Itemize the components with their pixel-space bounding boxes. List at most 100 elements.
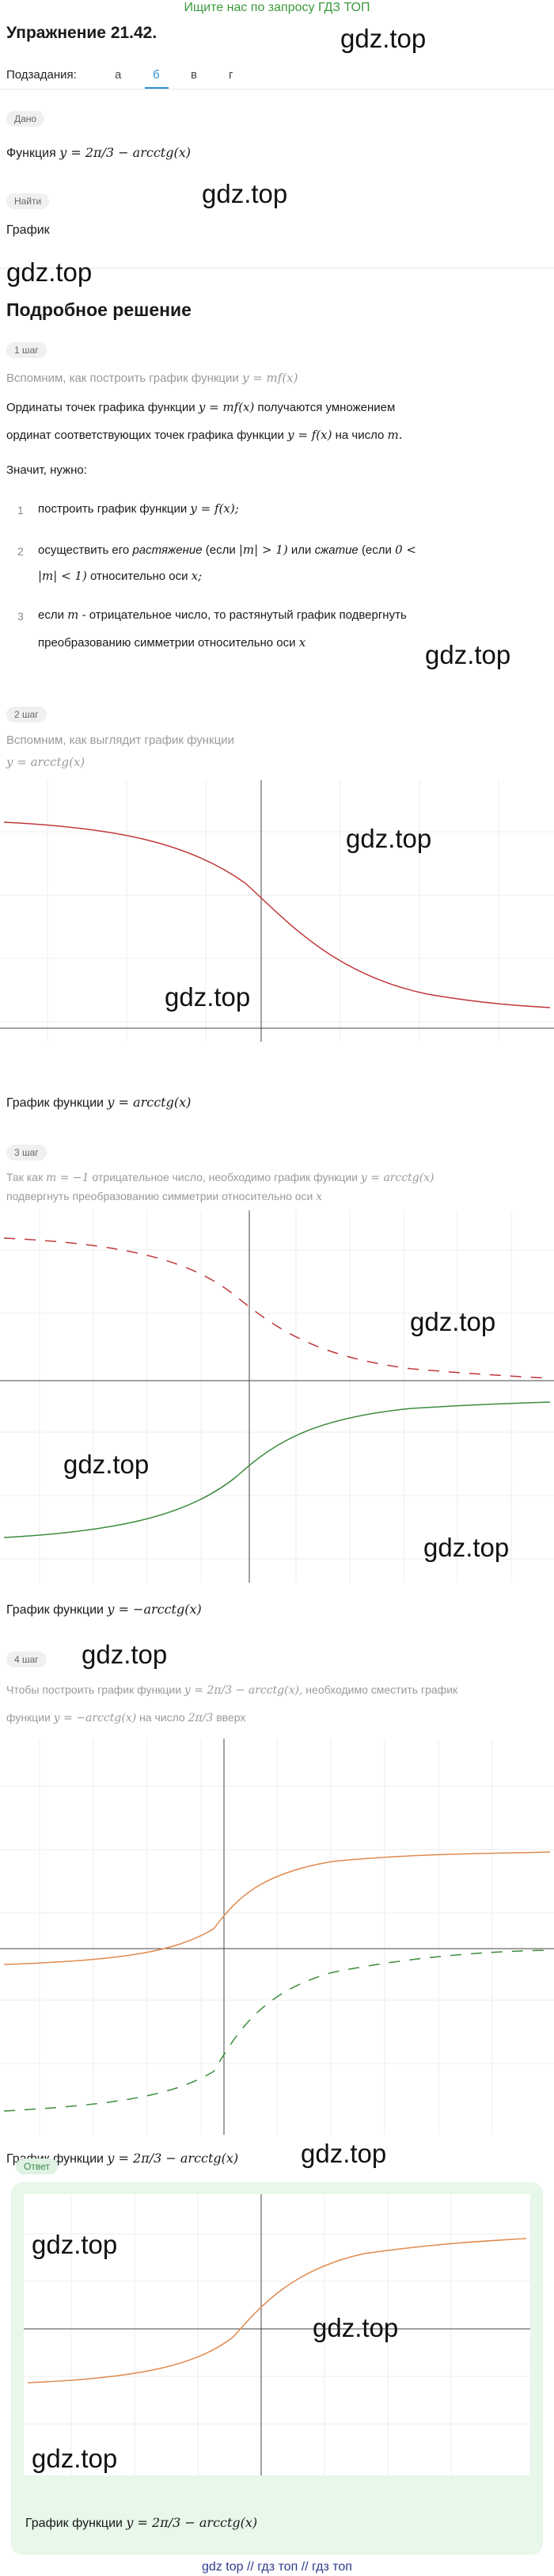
text: (если	[205, 543, 236, 557]
given-formula: y = 2π/3 − arcctg(x)	[59, 145, 191, 160]
text: График функции	[6, 1603, 104, 1617]
grid	[0, 780, 554, 1042]
grid	[24, 2194, 530, 2475]
step3-caption: График функции y = −arcctg(x)	[6, 1602, 202, 1618]
list-item-1: построить график функции y = f(x);	[38, 501, 239, 516]
formula: m.	[387, 428, 403, 442]
watermark: gdz.top	[63, 1450, 150, 1479]
formula: x	[316, 1191, 323, 1203]
formula: y = arcctg(x)	[107, 1095, 192, 1110]
watermark: gdz.top	[202, 179, 288, 208]
step2-pill: 2 шаг	[6, 707, 47, 722]
find-pill: Найти	[6, 193, 50, 209]
graph-arcctg	[0, 780, 554, 1042]
divider	[0, 268, 554, 269]
text: Так как	[6, 1171, 44, 1183]
formula: 0 <	[395, 543, 416, 557]
curve-minus-arcctg	[3, 1401, 551, 1538]
list-num-1: 1	[17, 504, 24, 516]
list-num-3: 3	[17, 610, 24, 623]
watermark: gdz.top	[82, 1640, 168, 1669]
text: подвергнуть преобразованию симметрии отн…	[6, 1190, 313, 1202]
list-item-3: если m - отрицательное число, то растяну…	[38, 608, 407, 622]
step4-intro-cont: функции y = −arcctg(x) на число 2π/3 вве…	[6, 1711, 245, 1724]
step1-intro-text: Вспомним, как построить график функции	[6, 372, 239, 385]
given-text: Функция y = 2π/3 − arcctg(x)	[6, 145, 191, 161]
tab-a[interactable]: а	[115, 68, 122, 82]
watermark: gdz.top	[423, 1533, 510, 1562]
step3-intro-cont: подвергнуть преобразованию симметрии отн…	[6, 1190, 322, 1203]
text: растяжение	[132, 543, 203, 557]
formula: |m| < 1)	[38, 569, 87, 583]
step2-intro: Вспомним, как выглядит график функции	[6, 734, 234, 747]
graph-bg	[24, 2194, 530, 2475]
graph-answer	[24, 2194, 530, 2475]
formula: y = f(x);	[190, 501, 239, 516]
formula: y = 2π/3 − arcctg(x)	[107, 2151, 239, 2166]
formula: y = 2π/3 − arcctg(x),	[184, 1684, 303, 1697]
list-item-2-cont: |m| < 1) относительно оси x;	[38, 569, 202, 583]
text: Ординаты точек графика функции	[6, 401, 195, 414]
curve-shifted	[3, 1851, 551, 1965]
step1-line1: Ординаты точек графика функции y = mf(x)…	[6, 400, 395, 414]
step2-caption: График функции y = arcctg(x)	[6, 1095, 191, 1111]
find-text: График	[6, 223, 50, 237]
text: на число	[139, 1711, 185, 1724]
text: График функции	[6, 1096, 104, 1110]
step4-pill: 4 шаг	[6, 1652, 47, 1667]
text: получаются умножением	[257, 401, 396, 414]
watermark: gdz.top	[346, 824, 432, 853]
formula: m = −1	[45, 1172, 89, 1184]
text: График функции	[25, 2517, 123, 2530]
text: на число	[335, 429, 385, 442]
step4-caption: График функции y = 2π/3 − arcctg(x)	[6, 2151, 238, 2166]
text: сжатие	[314, 543, 359, 557]
curve-answer	[27, 2238, 527, 2384]
step3-pill: 3 шаг	[6, 1145, 47, 1160]
curve-minus-arcctg-dashed	[3, 1949, 551, 2112]
graph-minus-arcctg	[0, 1210, 554, 1583]
solution-heading: Подробное решение	[6, 299, 192, 320]
watermark: gdz.top	[6, 257, 93, 287]
tab-v[interactable]: в	[191, 68, 197, 82]
curve-arcctg	[3, 821, 551, 1008]
text: (если	[361, 543, 392, 557]
step2-formula: y = arcctg(x)	[6, 755, 85, 769]
text: - отрицательное число, то растянутый гра…	[82, 608, 407, 622]
text: вверх	[216, 1711, 246, 1724]
watermark: gdz.top	[313, 2313, 399, 2342]
watermark: gdz.top	[32, 2230, 118, 2259]
list-num-2: 2	[17, 545, 24, 558]
list-item-2: осуществить его растяжение (если |m| > 1…	[38, 543, 416, 557]
answer-caption: График функции y = 2π/3 − arcctg(x)	[25, 2515, 257, 2531]
formula: x	[298, 635, 306, 650]
list-item-3-cont: преобразованию симметрии относительно ос…	[38, 635, 305, 650]
tab-g[interactable]: г	[229, 68, 233, 82]
step1-line2: ординат соответствующих точек графика фу…	[6, 428, 403, 442]
text: Чтобы построить график функции	[6, 1683, 182, 1696]
tab-b[interactable]: б	[153, 68, 160, 82]
text: отрицательное число, необходимо график ф…	[92, 1171, 359, 1183]
watermark: gdz.top	[425, 640, 511, 669]
watermark: gdz.top	[340, 24, 427, 53]
footer-links[interactable]: gdz top // гдз топ // гдз топ	[202, 2560, 352, 2574]
step1-intro-formula: y = mf(x)	[241, 371, 298, 385]
formula: y = arcctg(x)	[360, 1172, 434, 1184]
formula: |m| > 1)	[238, 543, 288, 557]
text: относительно оси	[90, 570, 188, 583]
formula: x;	[191, 569, 203, 583]
text: преобразованию симметрии относительно ос…	[38, 636, 296, 650]
tabs-divider	[0, 89, 554, 90]
formula: m	[67, 608, 79, 622]
formula: y = f(x)	[287, 428, 332, 442]
promo-banner[interactable]: Ищите нас по запросу ГДЗ ТОП	[184, 1, 370, 14]
text: ординат соответствующих точек графика фу…	[6, 429, 284, 442]
step1-pill: 1 шаг	[6, 342, 47, 358]
text: построить график функции	[38, 502, 188, 516]
formula: y = −arcctg(x)	[107, 1602, 202, 1617]
watermark: gdz.top	[410, 1307, 496, 1336]
given-pill: Дано	[6, 111, 45, 127]
page-title: Упражнение 21.42.	[6, 24, 157, 42]
formula: y = 2π/3 − arcctg(x)	[126, 2515, 258, 2530]
watermark: gdz.top	[32, 2444, 118, 2473]
